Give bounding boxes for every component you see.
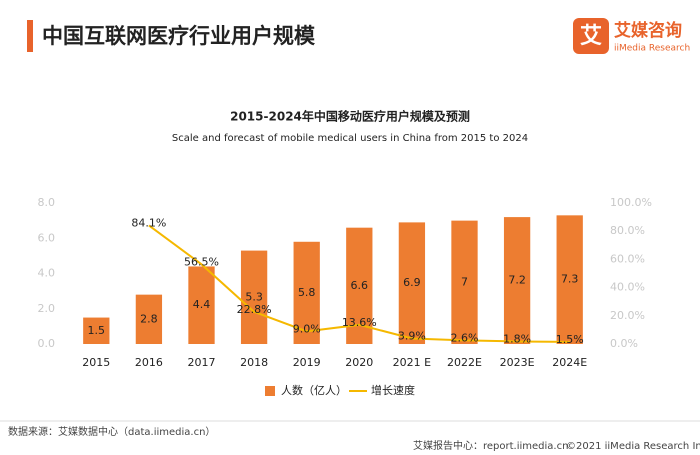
x-tick-label: 2023E [500, 356, 535, 369]
bar [293, 241, 320, 344]
y-tick-label: 6.0 [38, 231, 56, 244]
bar [240, 250, 268, 344]
y2-tick-label: 20.0% [610, 309, 645, 322]
x-tick-label: 2022E [447, 356, 482, 369]
logo-sub: iiMedia Research [614, 44, 690, 54]
line-value-label: 84.1% [131, 216, 166, 229]
line-value-label: 13.6% [342, 316, 377, 329]
bar [83, 317, 110, 344]
x-tick-label: 2021 E [393, 356, 431, 369]
y2-tick-label: 100.0% [610, 196, 652, 209]
line-value-label: 2.6% [451, 331, 479, 344]
line-value-label: 1.5% [556, 333, 584, 346]
bar [451, 220, 478, 344]
bar-value-label: 7 [461, 275, 468, 288]
x-tick-label: 2016 [135, 356, 163, 369]
bar-value-label: 7.3 [561, 273, 579, 286]
logo-icon-bg [573, 18, 609, 54]
bar-value-label: 1.5 [88, 324, 106, 337]
bar [135, 294, 163, 344]
legend-label: 增长速度 [371, 383, 415, 397]
x-tick-label: 2018 [240, 356, 268, 369]
title-accent [27, 20, 33, 52]
logo-text: 艾媒咨询 [614, 20, 682, 41]
footer-report: 艾媒报告中心：report.iimedia.cn [413, 439, 568, 452]
y2-tick-label: 40.0% [610, 281, 645, 294]
bar-value-label: 6.6 [351, 279, 369, 292]
bar [503, 217, 531, 344]
chart-subtitle: Scale and forecast of mobile medical use… [172, 133, 528, 144]
x-tick-label: 2017 [188, 356, 216, 369]
x-tick-label: 2024E [552, 356, 587, 369]
bar-value-label: 5.8 [298, 286, 316, 299]
line-value-label: 1.8% [503, 332, 531, 345]
bar-value-label: 5.3 [245, 290, 263, 303]
logo-icon: 艾 [580, 24, 602, 49]
line-value-label: 56.5% [184, 255, 219, 268]
bar [398, 222, 426, 344]
line-value-label: 22.8% [237, 303, 272, 316]
y2-tick-label: 80.0% [610, 224, 645, 237]
x-tick-label: 2019 [293, 356, 321, 369]
legend-swatch [265, 386, 275, 396]
page-title: 中国互联网医疗行业用户规模 [42, 24, 316, 48]
growth-line [148, 224, 570, 343]
bar-value-label: 7.2 [508, 274, 526, 287]
bar [556, 215, 583, 344]
bar-value-label: 2.8 [140, 312, 158, 325]
bar-value-label: 6.9 [403, 276, 421, 289]
y-tick-label: 4.0 [38, 267, 56, 280]
y-tick-label: 8.0 [38, 196, 56, 209]
y-tick-label: 2.0 [38, 302, 56, 315]
y2-tick-label: 60.0% [610, 252, 645, 265]
line-value-label: 3.9% [398, 330, 426, 343]
line-value-label: 9.0% [293, 322, 321, 335]
bar [188, 266, 215, 344]
x-tick-label: 2020 [345, 356, 373, 369]
footer-source: 数据来源：艾媒数据中心（data.iimedia.cn） [8, 425, 215, 438]
y2-tick-label: 0.0% [610, 337, 638, 350]
y-tick-label: 0.0 [38, 337, 56, 350]
bar-value-label: 4.4 [193, 298, 211, 311]
legend-label: 人数（亿人） [281, 384, 347, 397]
x-tick-label: 2015 [82, 356, 110, 369]
footer-copyright: ©2021 iiMedia Research Inc [566, 441, 700, 452]
chart-title: 2015-2024年中国移动医疗用户规模及预测 [230, 109, 470, 124]
